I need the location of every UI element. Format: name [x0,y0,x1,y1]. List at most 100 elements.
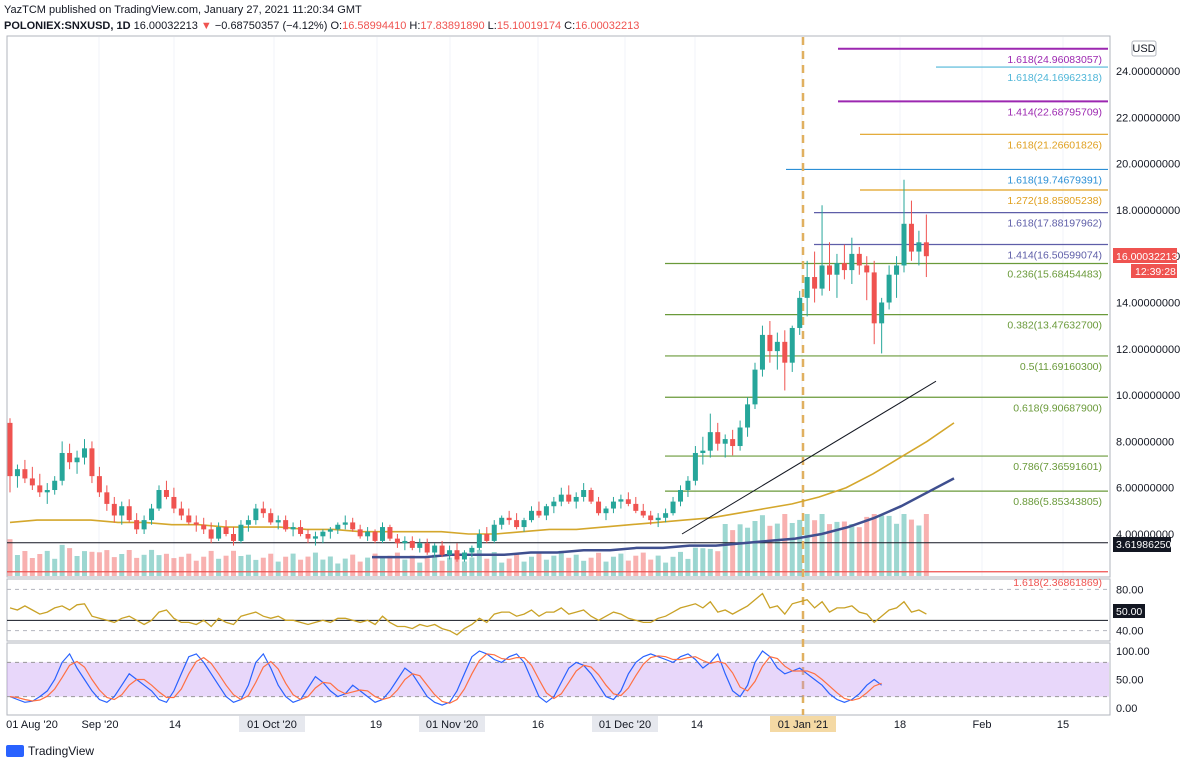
candle-body [186,515,192,523]
volume-bar [275,561,281,576]
candle-body [238,524,244,541]
candle-body [372,531,378,541]
candle-body [908,223,914,252]
candle-body [447,550,453,555]
trend-line [681,380,937,535]
fib-label: 1.618(2.36861869) [1013,577,1102,589]
candle-body [461,552,467,560]
candle-body [312,536,318,539]
candle-body [454,550,460,560]
price-change: −0.68750357 (−4.12%) [214,20,328,32]
price-badge-value: 16.00032213 [1116,251,1177,263]
volume-bar [722,524,728,576]
volume-bar [692,547,698,576]
volume-bar [238,556,244,576]
volume-bar [201,556,207,576]
fib-label: 0.5(11.69160300) [1020,361,1102,373]
volume-bar [841,521,847,576]
candle-body [827,265,832,275]
candle-body [782,341,788,363]
volume-bar [484,558,490,576]
fib-label: 1.414(16.50599074) [1007,249,1102,261]
candle-body [394,538,400,544]
volume-bar [819,514,825,576]
candle-body [149,508,155,521]
candle-body [558,494,564,502]
volume-bar [804,514,810,576]
volume-bar [44,550,50,576]
time-tick-label: Sep '20 [82,719,119,731]
candle-body [789,327,795,363]
time-tick-highlight [419,716,485,732]
rsi-pane-border [6,578,1111,642]
volume-bar [655,555,661,576]
candle-body [365,531,371,537]
brand-name: TradingView [28,744,95,758]
volume-bar [126,550,132,576]
tradingview-brand[interactable]: TradingView [6,744,94,758]
volume-bar [752,521,758,576]
volume-bar [864,516,870,576]
stoch-pane-border [6,642,1111,716]
volume-bar [320,559,326,576]
candle-body [7,422,13,477]
candle-body [119,506,125,516]
price-tick-label: 24.00000000 [1116,66,1180,78]
price-chart[interactable]: 1.618(24.96083057) 1.618(24.16962318) 1.41… [0,0,1185,740]
volume-bar [707,548,713,576]
volume-bar [312,552,318,576]
candle-body [409,540,415,548]
candle-body [819,265,825,289]
volume-bar [447,557,453,576]
currency-badge[interactable]: USD [1132,43,1155,55]
volume-bar [782,514,788,576]
time-tick-highlight [592,716,658,732]
volume-bar [22,551,28,576]
volume-bar [759,515,765,576]
candle-body [52,480,58,491]
volume-bar [454,551,460,576]
time-tick-label: 01 Aug '20 [6,719,58,731]
candle-body [484,534,490,541]
support-badge: 3.61986250 [1116,539,1172,551]
candle-body [618,499,624,502]
candle-body [193,522,199,525]
time-tick-label: 01 Dec '20 [599,719,651,731]
candle-body [596,501,602,514]
rsi-pane: 80.00 40.00 [7,584,1144,638]
time-tick-highlight [770,716,836,732]
candle-body [268,513,274,523]
candle-body [774,341,780,352]
candles[interactable] [7,179,929,562]
candle-body [655,517,661,521]
published-line: YazTCM published on TradingView.com, Jan… [4,4,362,16]
price-tick-label: 22.00000000 [1116,112,1180,124]
candle-body [111,503,117,516]
fib-label: 1.618(24.16962318) [1007,72,1102,84]
volume-bar [342,558,348,576]
candle-body [536,510,542,516]
candle-body [439,545,445,555]
candle-body [104,492,110,504]
price-tick-label: 12.00000000 [1116,344,1180,356]
rsi-tick-label: 40.00 [1116,626,1144,638]
volume-bar [491,552,497,576]
volume-bar [923,514,929,576]
volume-bar [439,560,445,576]
candle-body [357,529,363,537]
candle-body [275,520,281,523]
volume-bar [417,562,423,576]
close-value: 16.00032213 [575,20,640,32]
candle-body [499,517,505,525]
candle-body [327,529,333,532]
candle-body [298,527,304,534]
volume-bar [640,552,646,576]
candle-body [22,469,28,479]
candle-body [163,490,169,497]
currency-badge-box[interactable] [1131,40,1157,57]
candle-body [387,527,393,539]
volume-bar [514,553,520,576]
price-tick-label: 6.00000000 [1116,483,1174,495]
candle-body [633,503,639,511]
open-label: O: [330,20,343,32]
